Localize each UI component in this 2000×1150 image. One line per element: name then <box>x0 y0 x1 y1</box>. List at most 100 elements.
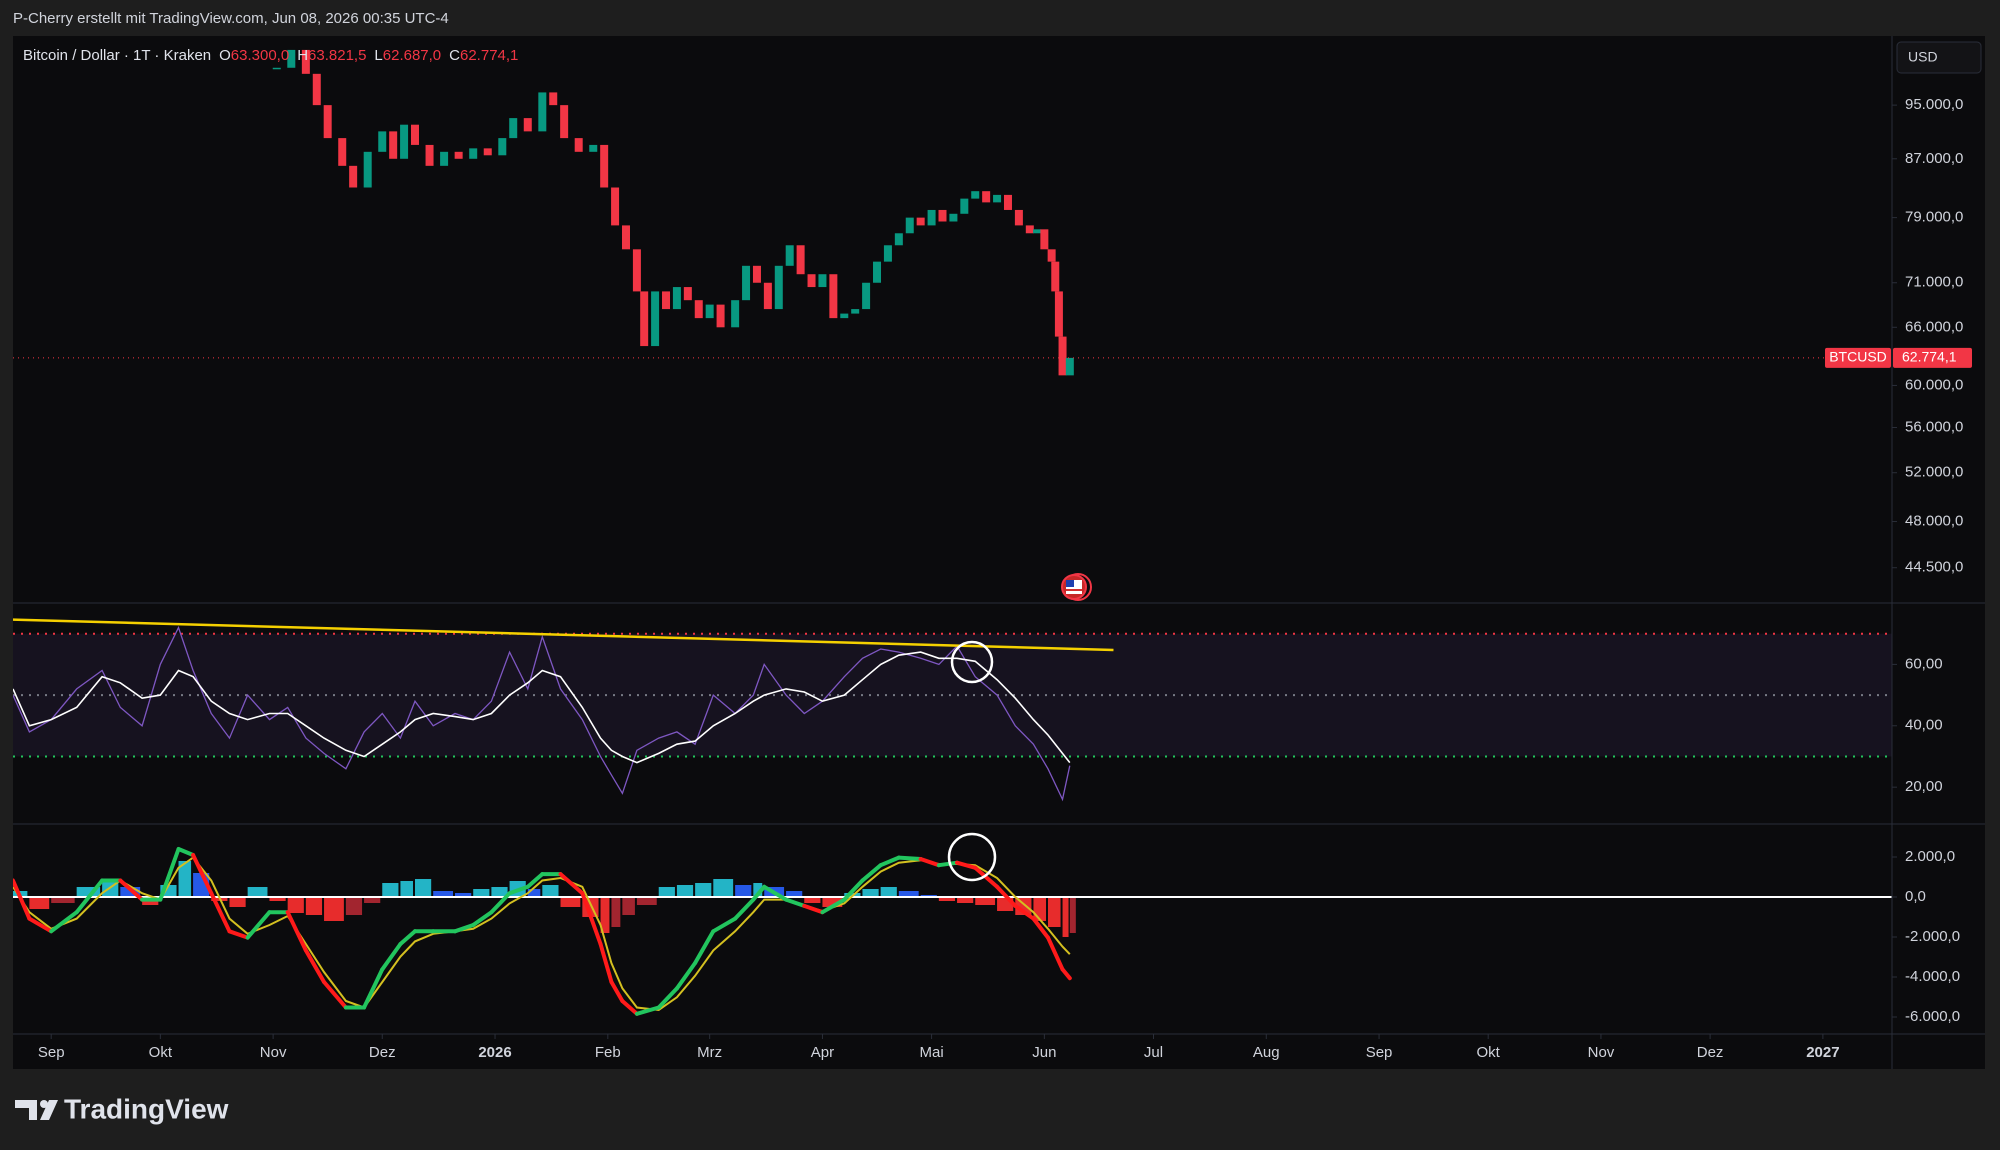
macd-segment <box>13 878 32 921</box>
macd-segment <box>674 961 698 991</box>
candle <box>763 282 772 310</box>
candle <box>683 287 692 301</box>
macd-segment <box>1013 903 1036 921</box>
x-tick-label: Okt <box>149 1044 173 1061</box>
histogram-bar <box>1033 897 1046 921</box>
y-tick-label: 20,00 <box>1905 778 1943 795</box>
macd-segment <box>453 923 476 934</box>
candle <box>363 151 372 188</box>
series-tag-label: BTCUSD <box>1829 349 1887 365</box>
macd-segment <box>380 942 403 972</box>
candle <box>796 245 805 275</box>
candle <box>705 304 714 319</box>
pane <box>13 847 1892 1016</box>
y-tick-label: 87.000,0 <box>1905 150 1963 167</box>
macd-segment <box>489 891 512 915</box>
histogram-bar <box>269 897 286 901</box>
candle <box>574 138 583 152</box>
candle <box>611 187 620 226</box>
y-tick-label: -2.000,0 <box>1905 928 1960 945</box>
candle <box>829 274 838 319</box>
ohlc-value: 62.774,1 <box>460 47 518 64</box>
histogram-bar <box>287 897 304 913</box>
histogram-bar <box>229 897 246 907</box>
highlight-circle <box>947 832 997 882</box>
macd-segment <box>918 857 941 868</box>
candle <box>785 245 794 266</box>
histogram-bar <box>560 897 581 907</box>
candle <box>960 198 969 214</box>
candle <box>971 191 980 199</box>
histogram-bar <box>120 887 141 897</box>
logo <box>15 1100 58 1120</box>
candle <box>905 217 914 234</box>
candle <box>731 300 740 328</box>
histogram-bar <box>713 879 734 897</box>
ohlc-value: 63.821,5 <box>308 47 366 64</box>
candle <box>600 144 609 188</box>
histogram-bar <box>611 897 621 927</box>
macd-segment <box>118 878 145 902</box>
macd-segment <box>860 863 883 883</box>
candle <box>883 245 892 262</box>
y-tick-label: 48.000,0 <box>1905 513 1963 530</box>
histogram-bar <box>345 897 363 915</box>
panes: Sep Okt Nov Dez 2026 Feb Mrz Apr Mai Jun Jul Aug Sep… <box>13 49 1972 1061</box>
x-tick-label: Okt <box>1477 1044 1501 1061</box>
x-tick-label: Nov <box>260 1044 287 1061</box>
candle <box>993 194 1002 203</box>
candle <box>1040 229 1049 250</box>
symbol-name: Bitcoin / Dollar · 1T · Kraken <box>23 47 211 64</box>
x-tick-label: Sep <box>1366 1044 1393 1061</box>
candle <box>538 92 547 132</box>
candle <box>440 151 449 166</box>
histogram-bar <box>1069 897 1076 933</box>
candle <box>716 304 725 328</box>
histogram-bar <box>527 889 541 897</box>
ohlc-value: 62.687,0 <box>383 47 441 64</box>
macd-segment <box>245 910 272 940</box>
macd-segment <box>733 897 756 921</box>
macd-segment <box>1060 967 1072 981</box>
y-tick-label: 44.500,0 <box>1905 559 1963 576</box>
x-tick-label: Aug <box>1253 1044 1280 1061</box>
histogram-bar <box>1047 897 1061 927</box>
series-tag <box>1825 347 1891 368</box>
histogram-bar <box>364 897 381 903</box>
x-tick-label: 2027 <box>1806 1044 1839 1061</box>
macd-segment <box>209 891 232 934</box>
histogram-bar <box>622 897 635 915</box>
y-tick-label: 79.000,0 <box>1905 209 1963 226</box>
macd-segment <box>322 980 348 1010</box>
candle <box>1014 209 1023 226</box>
candle <box>312 73 321 106</box>
currency-label[interactable]: USD <box>1908 49 1938 65</box>
candle <box>621 225 630 250</box>
macd-segment <box>362 967 385 1010</box>
y-tick-label: 52.000,0 <box>1905 464 1963 481</box>
candle <box>323 105 332 139</box>
candle <box>851 309 860 314</box>
candle <box>1047 249 1056 262</box>
histogram-bar <box>491 887 508 897</box>
candle <box>549 92 558 106</box>
macd-segment <box>820 897 847 915</box>
macd-segment <box>896 855 923 861</box>
y-tick-label: -6.000,0 <box>1905 1008 1960 1025</box>
macd-segment <box>936 860 960 868</box>
y-tick-label: 60,00 <box>1905 655 1943 672</box>
highlight-circle <box>950 640 994 684</box>
y-tick-label: 66.000,0 <box>1905 318 1963 335</box>
histogram-bar <box>51 897 75 903</box>
histogram-bar <box>753 883 763 897</box>
candle <box>672 287 681 310</box>
macd-segment <box>74 878 105 915</box>
macd-segment <box>802 903 825 915</box>
candle <box>632 249 641 292</box>
y-tick-label: 40,00 <box>1905 717 1943 734</box>
candle <box>742 265 751 301</box>
histogram-bar <box>862 889 879 897</box>
currency-button[interactable] <box>1896 41 1982 74</box>
event-icon[interactable] <box>1061 573 1092 601</box>
